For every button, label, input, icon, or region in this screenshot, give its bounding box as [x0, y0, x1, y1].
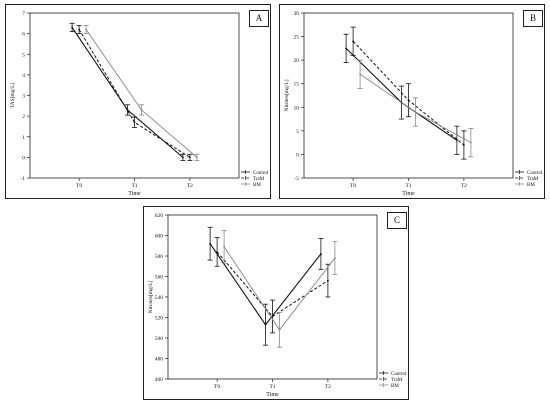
chart-b-svg: -5 0 5 10 15 20 25 30 T0 T1 T2 Time Nitrites[mg/L] Co…: [284, 11, 543, 197]
y-tick-label: 25: [294, 35, 300, 41]
y-tick-label: 3: [22, 94, 25, 100]
x-tick-label: T2: [325, 384, 331, 390]
legend-label: BM: [527, 183, 535, 188]
x-tick-label: T1: [269, 384, 275, 390]
data-point: [188, 156, 191, 159]
y-tick-label: 1: [22, 135, 25, 141]
legend-label: Control: [391, 372, 407, 377]
legend-label: TraM: [527, 177, 539, 182]
data-point: [333, 257, 336, 259]
data-point: [462, 144, 465, 146]
series-line-control: [71, 27, 184, 158]
data-point: [469, 141, 472, 144]
chart-a-svg: -1 0 1 2 3 4 5 6 7 T0 T1 T2 Time TAS[mg/L] ControlTraM…: [10, 11, 269, 197]
y-tick-label: 20: [294, 58, 300, 64]
panel-label-c: C: [387, 212, 407, 229]
y-axis-label: TAS[mg/L]: [10, 83, 16, 109]
y-tick-label: -5: [294, 176, 299, 182]
panel-label-b: B: [523, 10, 543, 27]
y-tick-label: 7: [22, 11, 25, 17]
x-tick-label: T2: [187, 183, 193, 189]
y-tick-label: 0: [296, 152, 299, 158]
plot-frame: [167, 214, 378, 380]
data-point: [326, 279, 329, 282]
y-tick-label: 620: [155, 213, 164, 219]
y-tick-label: 560: [155, 275, 164, 281]
x-tick-label: T2: [461, 183, 467, 189]
data-point: [223, 245, 226, 248]
data-point: [85, 28, 88, 31]
plot-frame: [29, 12, 240, 179]
y-tick-label: 520: [155, 316, 164, 322]
data-point: [78, 28, 81, 31]
data-point: [345, 47, 348, 50]
y-tick-label: 5: [22, 52, 25, 58]
legend-label: TraM: [391, 378, 403, 383]
x-tick-label: T0: [214, 384, 220, 390]
y-tick-label: 15: [294, 82, 300, 88]
legend-label: BM: [253, 183, 261, 188]
chart-c-svg: 460 480 500 520 540 560 580 600 620 T0 T1 T2 Time Nit…: [148, 213, 407, 398]
x-tick-label: T0: [76, 183, 82, 189]
data-point: [271, 315, 274, 318]
data-point: [216, 251, 219, 253]
series-line-bm: [85, 29, 198, 158]
x-axis-label: Time: [266, 392, 279, 398]
data-point: [195, 156, 198, 159]
legend-label: Control: [527, 171, 543, 176]
panel-label-a: A: [249, 10, 269, 27]
y-tick-label: 10: [294, 105, 300, 111]
x-tick-label: T1: [405, 183, 411, 189]
legend-label: BM: [391, 384, 399, 389]
y-tick-label: 30: [294, 11, 300, 17]
data-point: [352, 40, 355, 43]
chart-panel-a: -1 0 1 2 3 4 5 6 7 T0 T1 T2 Time TAS[mg/L] Control TraM…: [5, 4, 271, 199]
data-point: [264, 323, 267, 326]
x-tick-label: T1: [131, 183, 137, 189]
data-point: [71, 26, 74, 29]
y-tick-label: 500: [155, 336, 164, 342]
data-point: [455, 139, 458, 142]
data-point: [319, 253, 322, 255]
legend-label: Control: [253, 171, 269, 176]
y-tick-label: -1: [20, 176, 25, 182]
y-tick-label: 480: [155, 357, 164, 363]
y-tick-label: 540: [155, 295, 164, 301]
y-tick-label: 460: [155, 377, 164, 383]
y-tick-label: 600: [155, 234, 164, 240]
y-tick-label: 2: [22, 114, 25, 120]
data-point: [181, 156, 184, 159]
data-point: [133, 121, 136, 124]
x-tick-label: T0: [350, 183, 356, 189]
y-tick-label: 6: [22, 32, 25, 38]
y-tick-label: 0: [22, 155, 25, 161]
y-axis-label: Nitrates[mg/L]: [148, 280, 154, 313]
data-point: [209, 242, 212, 245]
legend-label: TraM: [253, 177, 265, 182]
y-tick-label: 580: [155, 254, 164, 260]
x-axis-label: Time: [128, 191, 141, 197]
data-point: [414, 111, 417, 113]
data-point: [407, 99, 410, 102]
data-point: [278, 328, 281, 331]
data-point: [359, 73, 362, 76]
data-point: [140, 109, 143, 111]
x-axis-label: Time: [402, 191, 415, 197]
data-point: [126, 109, 129, 111]
series-line-tram: [78, 29, 191, 158]
y-axis-label: Nitrites[mg/L]: [284, 79, 290, 111]
y-tick-label: 4: [22, 73, 25, 79]
chart-panel-b: -5 0 5 10 15 20 25 30 T0 T1 T2 Time Nitrites[mg/L] Co…: [279, 4, 545, 199]
chart-panel-c: 460 480 500 520 540 560 580 600 620 T0 T1 T2 Time Nit…: [143, 206, 409, 400]
y-tick-label: 5: [296, 129, 299, 135]
